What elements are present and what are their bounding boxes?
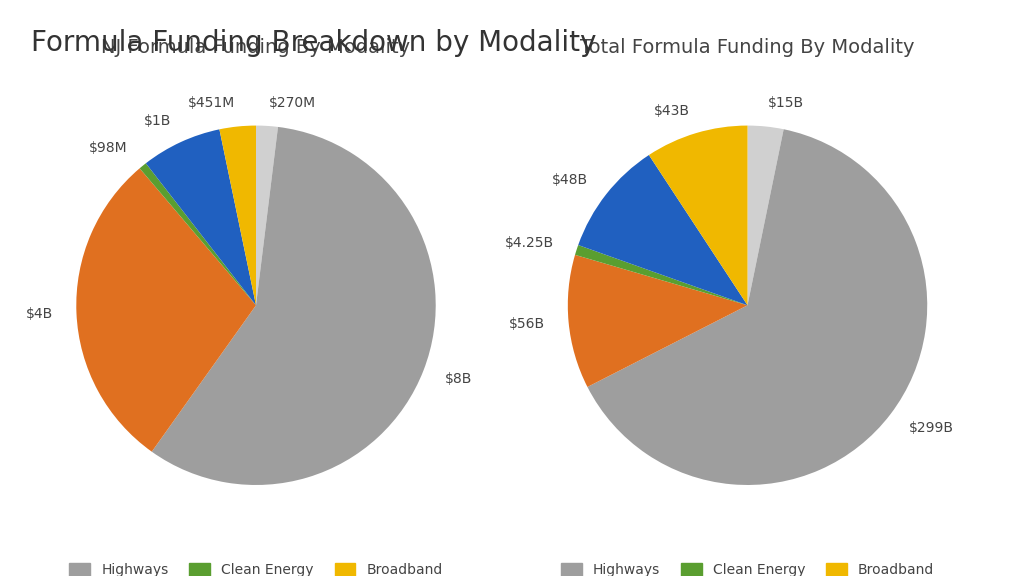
Legend: Highways, Transit, Clean Energy, Water, Broadband, Airports: Highways, Transit, Clean Energy, Water, … [63,558,449,576]
Title: Total Formula Funding By Modality: Total Formula Funding By Modality [581,38,914,57]
Text: $451M: $451M [188,96,236,110]
Wedge shape [649,126,748,305]
Text: $4B: $4B [26,307,53,321]
Title: NJ Formula Funding By Modality: NJ Formula Funding By Modality [101,38,411,57]
Text: $43B: $43B [653,104,689,118]
Text: Formula Funding Breakdown by Modality: Formula Funding Breakdown by Modality [31,29,596,57]
Wedge shape [748,126,783,305]
Text: $270M: $270M [268,96,315,109]
Text: $4.25B: $4.25B [505,236,554,250]
Legend: Highways, Transit, Clean Energy, Water, Broadband, Airports: Highways, Transit, Clean Energy, Water, … [555,558,940,576]
Wedge shape [145,130,256,305]
Wedge shape [588,129,927,485]
Wedge shape [568,255,748,387]
Wedge shape [152,127,435,485]
Wedge shape [575,245,748,305]
Wedge shape [219,126,256,305]
Text: $299B: $299B [909,421,954,435]
Wedge shape [256,126,278,305]
Text: $48B: $48B [552,173,588,187]
Text: $1B: $1B [143,114,171,128]
Text: $98M: $98M [89,141,128,154]
Text: $8B: $8B [445,372,473,386]
Text: $15B: $15B [768,96,804,110]
Wedge shape [139,163,256,305]
Wedge shape [579,155,748,305]
Wedge shape [77,168,256,452]
Text: $56B: $56B [509,317,546,331]
